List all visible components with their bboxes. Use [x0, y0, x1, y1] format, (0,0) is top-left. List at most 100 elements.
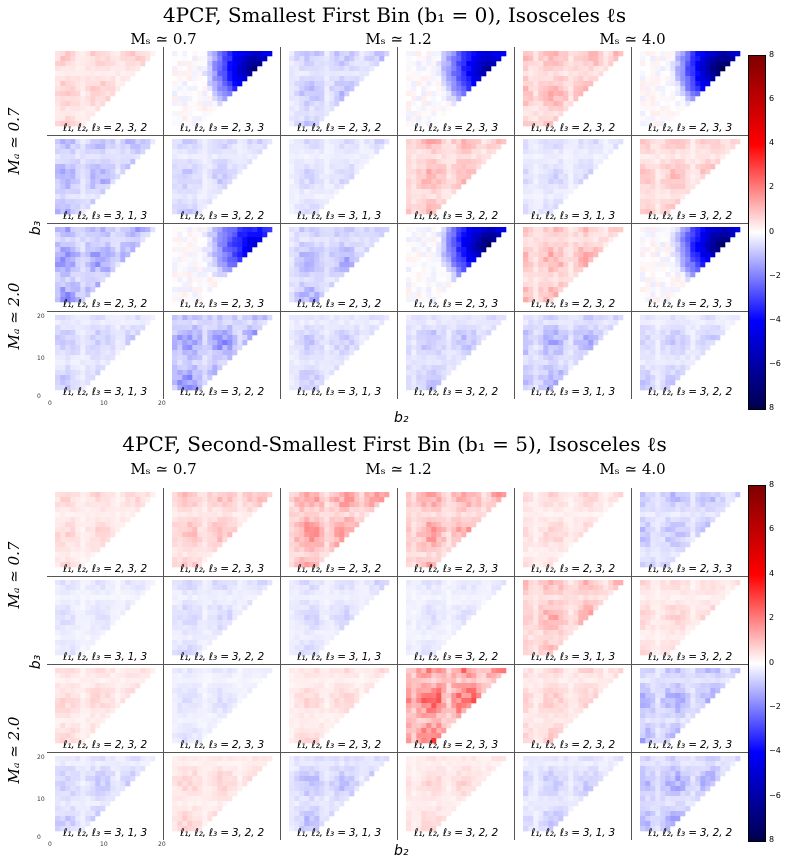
heatmap-cell	[675, 56, 681, 62]
heatmap-cell	[197, 159, 203, 165]
heatmap-cell	[553, 101, 559, 107]
heatmap-cell	[573, 272, 579, 278]
heatmap-cell	[334, 232, 340, 238]
heatmap-cell	[446, 345, 452, 351]
heatmap-cell	[182, 159, 188, 165]
heatmap-cell	[329, 262, 335, 268]
heatmap-cell	[227, 345, 233, 351]
heatmap-cell	[110, 315, 116, 321]
heatmap-cell	[369, 66, 375, 72]
heatmap-cell	[339, 257, 345, 263]
heatmap-cell	[685, 242, 691, 248]
heatmap-cell	[344, 330, 350, 336]
heatmap-cell	[80, 164, 86, 170]
heatmap-cell	[603, 315, 609, 321]
heatmap-cell	[578, 154, 584, 160]
heatmap-cell	[416, 227, 422, 233]
heatmap-cell	[660, 365, 666, 371]
heatmap-cell	[60, 237, 66, 243]
heatmap-cell	[100, 237, 106, 243]
heatmap-cell	[85, 51, 91, 57]
heatmap-cell	[588, 227, 594, 233]
heatmap-cell	[431, 247, 437, 253]
heatmap-cell	[553, 282, 559, 288]
heatmap-cell	[730, 232, 736, 238]
heatmap-cell	[294, 242, 300, 248]
heatmap-cell	[441, 81, 447, 87]
heatmap-cell	[252, 237, 258, 243]
heatmap-cell	[100, 169, 106, 175]
heatmap-cell	[294, 111, 300, 117]
heatmap-cell	[177, 61, 183, 67]
heatmap-cell	[172, 292, 178, 298]
heatmap-cell	[182, 340, 188, 346]
heatmap-cell	[416, 199, 422, 205]
heatmap-cell	[558, 91, 564, 97]
heatmap-cell	[222, 320, 228, 326]
heatmap-cell	[446, 272, 452, 278]
heatmap-cell	[426, 330, 432, 336]
heatmap-cell	[486, 325, 492, 331]
heatmap-cell	[533, 179, 539, 185]
heatmap-cell	[314, 189, 320, 195]
heatmap-cell	[304, 335, 310, 341]
heatmap-cell	[95, 159, 101, 165]
heatmap-cell	[715, 51, 721, 57]
heatmap-cell	[294, 61, 300, 67]
heatmap-cell	[60, 96, 66, 102]
heatmap-cell	[267, 51, 273, 57]
heatmap-cell	[436, 76, 442, 82]
heatmap-cell	[431, 56, 437, 62]
heatmap-cell	[197, 330, 203, 336]
heatmap-cell	[431, 237, 437, 243]
heatmap-cell	[70, 287, 76, 293]
heatmap-cell	[650, 159, 656, 165]
heatmap-cell	[100, 507, 106, 513]
heatmap-cell	[573, 96, 579, 102]
heatmap-cell	[100, 184, 106, 190]
heatmap-cell	[110, 76, 116, 82]
heatmap-cell	[543, 106, 549, 112]
fig1-panel-r3-c4: ℓ₁, ℓ₂, ℓ₃ = 2, 3, 3	[398, 223, 514, 311]
heatmap-cell	[466, 345, 472, 351]
heatmap-cell	[461, 51, 467, 57]
heatmap-cell	[289, 360, 295, 366]
heatmap-cell	[675, 199, 681, 205]
heatmap-cell	[680, 184, 686, 190]
heatmap-cell	[349, 262, 355, 268]
heatmap-cell	[85, 199, 91, 205]
heatmap-cell	[95, 522, 101, 528]
heatmap-cell	[289, 179, 295, 185]
heatmap-cell	[110, 232, 116, 238]
heatmap-cell	[660, 350, 666, 356]
heatmap-cell	[436, 169, 442, 175]
heatmap-cell	[197, 61, 203, 67]
heatmap-cell	[55, 179, 61, 185]
heatmap-cell	[670, 189, 676, 195]
heatmap-cell	[222, 179, 228, 185]
heatmap-cell	[354, 345, 360, 351]
heatmap-cell	[563, 242, 569, 248]
heatmap-cell	[192, 91, 198, 97]
heatmap-cell	[695, 242, 701, 248]
fig1-heatmap-r3-c5	[523, 227, 624, 303]
heatmap-cell	[90, 91, 96, 97]
heatmap-cell	[578, 232, 584, 238]
heatmap-cell	[60, 292, 66, 298]
heatmap-cell	[172, 340, 178, 346]
heatmap-cell	[670, 144, 676, 150]
heatmap-cell	[55, 335, 61, 341]
heatmap-cell	[85, 537, 91, 543]
heatmap-cell	[344, 252, 350, 258]
heatmap-cell	[172, 209, 178, 215]
heatmap-cell	[90, 497, 96, 503]
heatmap-cell	[533, 282, 539, 288]
heatmap-cell	[289, 247, 295, 253]
heatmap-cell	[90, 502, 96, 508]
figure-1-title: 4PCF, Smallest First Bin (b₁ = 0), Isosc…	[162, 3, 627, 27]
heatmap-cell	[446, 101, 452, 107]
heatmap-cell	[553, 355, 559, 361]
heatmap-cell	[675, 76, 681, 82]
heatmap-cell	[187, 365, 193, 371]
heatmap-cell	[349, 76, 355, 82]
